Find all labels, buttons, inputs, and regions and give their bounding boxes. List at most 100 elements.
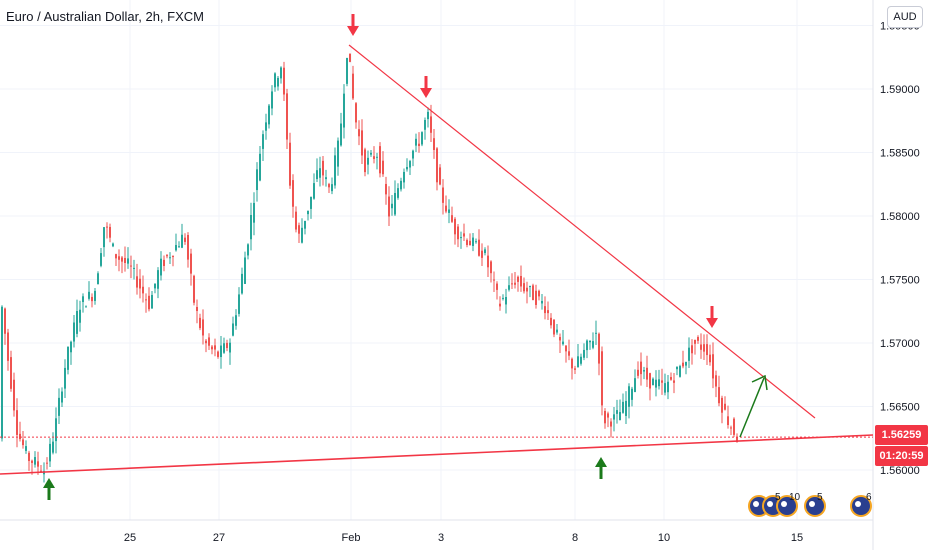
candle-body (343, 93, 345, 128)
candle-body (577, 356, 579, 368)
candle-body (379, 146, 381, 174)
economic-events-group[interactable] (748, 493, 828, 519)
candle-body (19, 433, 21, 440)
candle-body (28, 452, 30, 462)
candle-body (733, 418, 735, 435)
candle-body (430, 116, 432, 133)
candle-body (64, 367, 66, 389)
candle-body (619, 412, 621, 421)
candle-body (472, 237, 474, 246)
candle-body (625, 400, 627, 416)
candle-body (385, 183, 387, 195)
candle-body (184, 237, 186, 242)
resistance-trendline (348, 44, 816, 419)
candle-body (91, 296, 93, 302)
candle-body (211, 346, 213, 350)
candle-body (469, 240, 471, 246)
candle-body (199, 317, 201, 329)
candle-body (364, 149, 366, 173)
chart-title: Euro / Australian Dollar, 2h, FXCM (6, 9, 204, 24)
candle-body (643, 370, 645, 372)
candle-body (136, 276, 138, 288)
candle-body (709, 354, 711, 363)
x-tick-label: Feb (342, 532, 361, 544)
event-icon[interactable] (776, 493, 802, 519)
candle-body (559, 337, 561, 341)
event-count: 6 (866, 492, 872, 503)
candle-body (148, 295, 150, 310)
currency-button[interactable]: AUD (887, 6, 923, 28)
candle-body (661, 380, 663, 383)
candle-body (115, 254, 117, 259)
candle-body (556, 329, 558, 333)
candle-body (541, 300, 543, 304)
candle-body (517, 276, 519, 282)
event-count: 10 (789, 492, 801, 503)
candle-body (667, 381, 669, 393)
event-icon[interactable] (804, 493, 830, 519)
candle-body (67, 346, 69, 370)
projection-arrow-head (751, 374, 768, 391)
candle-body (658, 379, 660, 387)
candle-body (349, 53, 351, 62)
countdown-tag: 01:20:59 (875, 446, 928, 466)
candle-body (286, 93, 288, 140)
candle-body (520, 275, 522, 287)
candle-body (505, 296, 507, 305)
economic-events-group[interactable] (850, 493, 876, 519)
candle-body (82, 296, 84, 303)
candle-body (367, 157, 369, 165)
candle-body (601, 351, 603, 406)
candle-body (304, 220, 306, 229)
candle-body (361, 130, 363, 156)
candle-body (352, 73, 354, 99)
candle-body (538, 290, 540, 297)
candle-body (397, 188, 399, 198)
candle-body (175, 245, 177, 251)
candle-body (706, 344, 708, 356)
x-tick-label: 8 (572, 532, 578, 544)
candle-body (442, 187, 444, 203)
candle-body (400, 180, 402, 190)
candle-body (262, 134, 264, 149)
candle-body (646, 367, 648, 380)
candle-body (448, 209, 450, 213)
candle-body (493, 279, 495, 281)
candle-body (103, 227, 105, 248)
candle-body (79, 309, 81, 323)
candle-body (553, 319, 555, 335)
candle-body (247, 244, 249, 256)
event-icon[interactable] (850, 493, 876, 519)
candle-body (238, 294, 240, 314)
candle-body (130, 265, 132, 267)
candle-body (568, 351, 570, 356)
y-tick-label: 1.57500 (880, 275, 920, 287)
candle-body (721, 397, 723, 413)
candle-body (724, 403, 726, 410)
candle-body (640, 361, 642, 375)
candle-body (409, 161, 411, 168)
candle-body (616, 410, 618, 414)
x-tick-label: 25 (124, 532, 136, 544)
candle-body (298, 225, 300, 234)
candle-body (439, 167, 441, 185)
candle-body (322, 160, 324, 176)
candle-body (154, 283, 156, 289)
candle-body (610, 421, 612, 427)
candle-body (88, 291, 90, 299)
candle-body (73, 322, 75, 342)
candle-body (466, 239, 468, 246)
candle-body (49, 443, 51, 462)
candle-body (676, 366, 678, 370)
candle-body (244, 257, 246, 284)
candle-body (217, 351, 219, 357)
candle-body (496, 283, 498, 290)
candle-body (307, 210, 309, 215)
candle-body (427, 111, 429, 120)
candle-body (226, 342, 228, 349)
candle-body (37, 461, 39, 467)
candle-body (391, 203, 393, 209)
candle-body (58, 397, 60, 416)
candle-body (274, 73, 276, 88)
